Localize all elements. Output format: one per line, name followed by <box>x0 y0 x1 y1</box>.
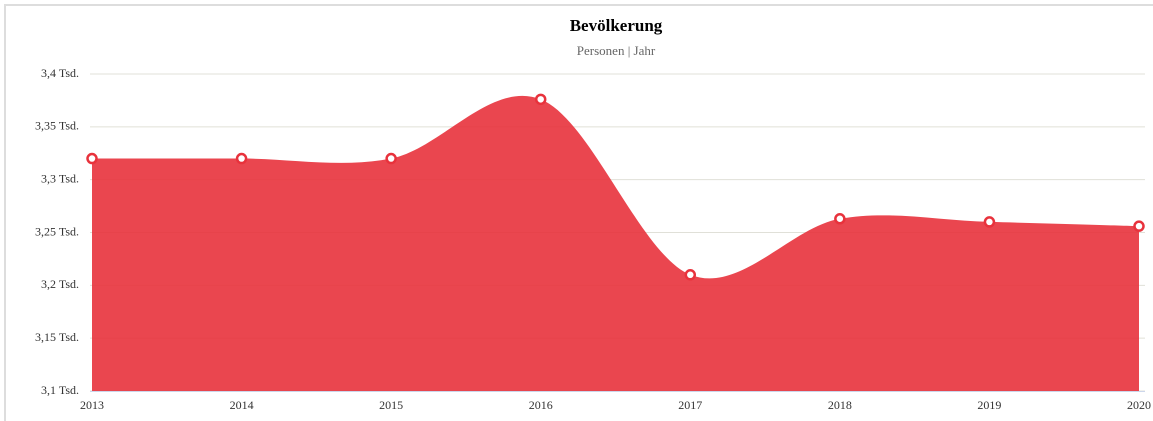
area <box>92 95 1139 391</box>
x-tick-label: 2019 <box>977 398 1001 412</box>
data-point <box>86 152 98 165</box>
data-point <box>684 269 697 281</box>
x-tick-label: 2014 <box>230 398 254 412</box>
data-point <box>983 216 996 228</box>
data-point <box>235 152 248 165</box>
data-point <box>534 93 547 106</box>
data-point <box>385 152 397 165</box>
y-tick-label: 3,15 Tsd. <box>35 330 79 344</box>
x-tick-label: 2016 <box>529 398 553 412</box>
y-tick-label: 3,1 Tsd. <box>41 383 79 397</box>
data-point <box>834 213 846 225</box>
x-tick-label: 2018 <box>828 398 852 412</box>
frame <box>4 4 1153 421</box>
y-tick-label: 3,3 Tsd. <box>41 171 79 185</box>
y-tick-label: 3,4 Tsd. <box>41 66 79 80</box>
x-tick-label: 2013 <box>80 398 104 412</box>
y-tick-label: 3,25 Tsd. <box>35 224 79 238</box>
chart-title: Bevölkerung <box>570 16 663 35</box>
data-point <box>1133 220 1145 232</box>
x-tick-label: 2015 <box>379 398 403 412</box>
y-tick-label: 3,2 Tsd. <box>41 277 79 291</box>
x-tick-label: 2017 <box>678 398 702 412</box>
x-tick-label: 2020 <box>1127 398 1151 412</box>
chart-subtitle: Personen | Jahr <box>577 43 656 58</box>
y-tick-label: 3,35 Tsd. <box>35 119 79 133</box>
